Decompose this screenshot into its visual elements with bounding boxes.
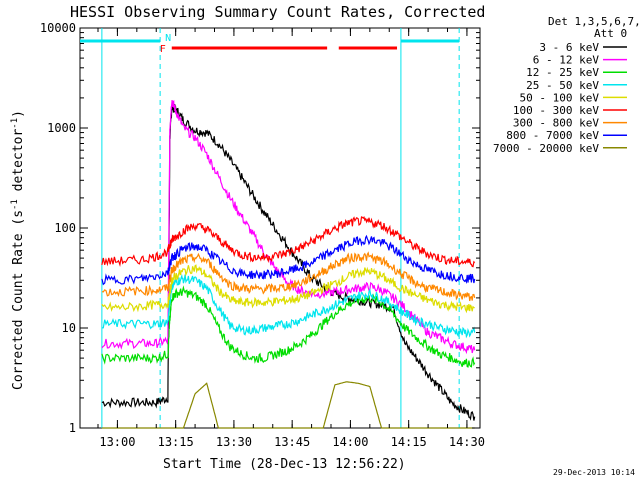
y-tick-label: 10	[62, 321, 76, 335]
y-tick-label: 1	[69, 421, 76, 435]
flag-overlay: FN	[80, 28, 460, 428]
series-line-0	[101, 103, 476, 421]
plot-border	[79, 27, 481, 429]
legend-label: 100 - 300 keV	[513, 104, 599, 117]
legend-label: 800 - 7000 keV	[506, 129, 599, 142]
night-flag-label: N	[165, 33, 171, 44]
legend-label: 7000 - 20000 keV	[493, 142, 599, 155]
y-tick-label: 100	[54, 221, 76, 235]
x-tick-label: 14:15	[391, 435, 427, 449]
axis-ticks: 13:00 13:15 13:30 13:45 14:00 14:15 14:30 1 10 10…	[40, 21, 485, 449]
series-line-5	[101, 215, 476, 268]
timestamp: 29-Dec-2013 10:14	[553, 468, 635, 477]
legend-header-line-2: Att 0	[594, 27, 627, 40]
y-axis-label: Corrected Count Rate (s-1 detector-1)	[10, 110, 26, 390]
legend-label: 3 - 6 keV	[539, 41, 599, 54]
x-tick-label: 14:00	[332, 435, 368, 449]
ylabel-part-2: detector	[11, 129, 26, 200]
x-tick-label: 13:15	[158, 435, 194, 449]
legend-label: 12 - 25 keV	[526, 66, 599, 79]
series-line-4	[101, 264, 475, 314]
plot-frame	[79, 27, 481, 429]
series-line-3	[101, 273, 476, 339]
series-line-2	[101, 285, 476, 368]
ylabel-part-3: )	[11, 110, 26, 118]
series-line-8	[101, 381, 475, 429]
ylabel-part-1: Corrected Count Rate (s	[11, 210, 26, 390]
x-tick-label: 13:00	[99, 435, 135, 449]
x-tick-label: 13:30	[216, 435, 252, 449]
chart-title: HESSI Observing Summary Count Rates, Cor…	[70, 3, 485, 21]
legend-label: 300 - 800 keV	[513, 117, 599, 130]
y-tick-label: 1000	[47, 121, 76, 135]
series-line-7	[101, 234, 476, 286]
legend-label: 25 - 50 keV	[526, 79, 599, 92]
ylabel-sup-1: -1	[10, 199, 20, 210]
ylabel-sup-2: -1	[10, 118, 20, 129]
series-line-1	[101, 99, 476, 355]
y-tick-label: 10000	[40, 21, 76, 35]
series-line-6	[101, 251, 476, 302]
legend-header-line-1: Det 1,3,5,6,7,9,	[548, 15, 640, 28]
x-tick-label: 14:30	[449, 435, 485, 449]
flare-flag-label: F	[160, 44, 166, 55]
x-axis-label: Start Time (28-Dec-13 12:56:22)	[163, 457, 406, 472]
series-layer	[101, 99, 476, 429]
x-tick-label: 13:45	[274, 435, 310, 449]
legend-label: 50 - 100 keV	[520, 91, 600, 104]
legend-label: 6 - 12 keV	[533, 54, 600, 67]
